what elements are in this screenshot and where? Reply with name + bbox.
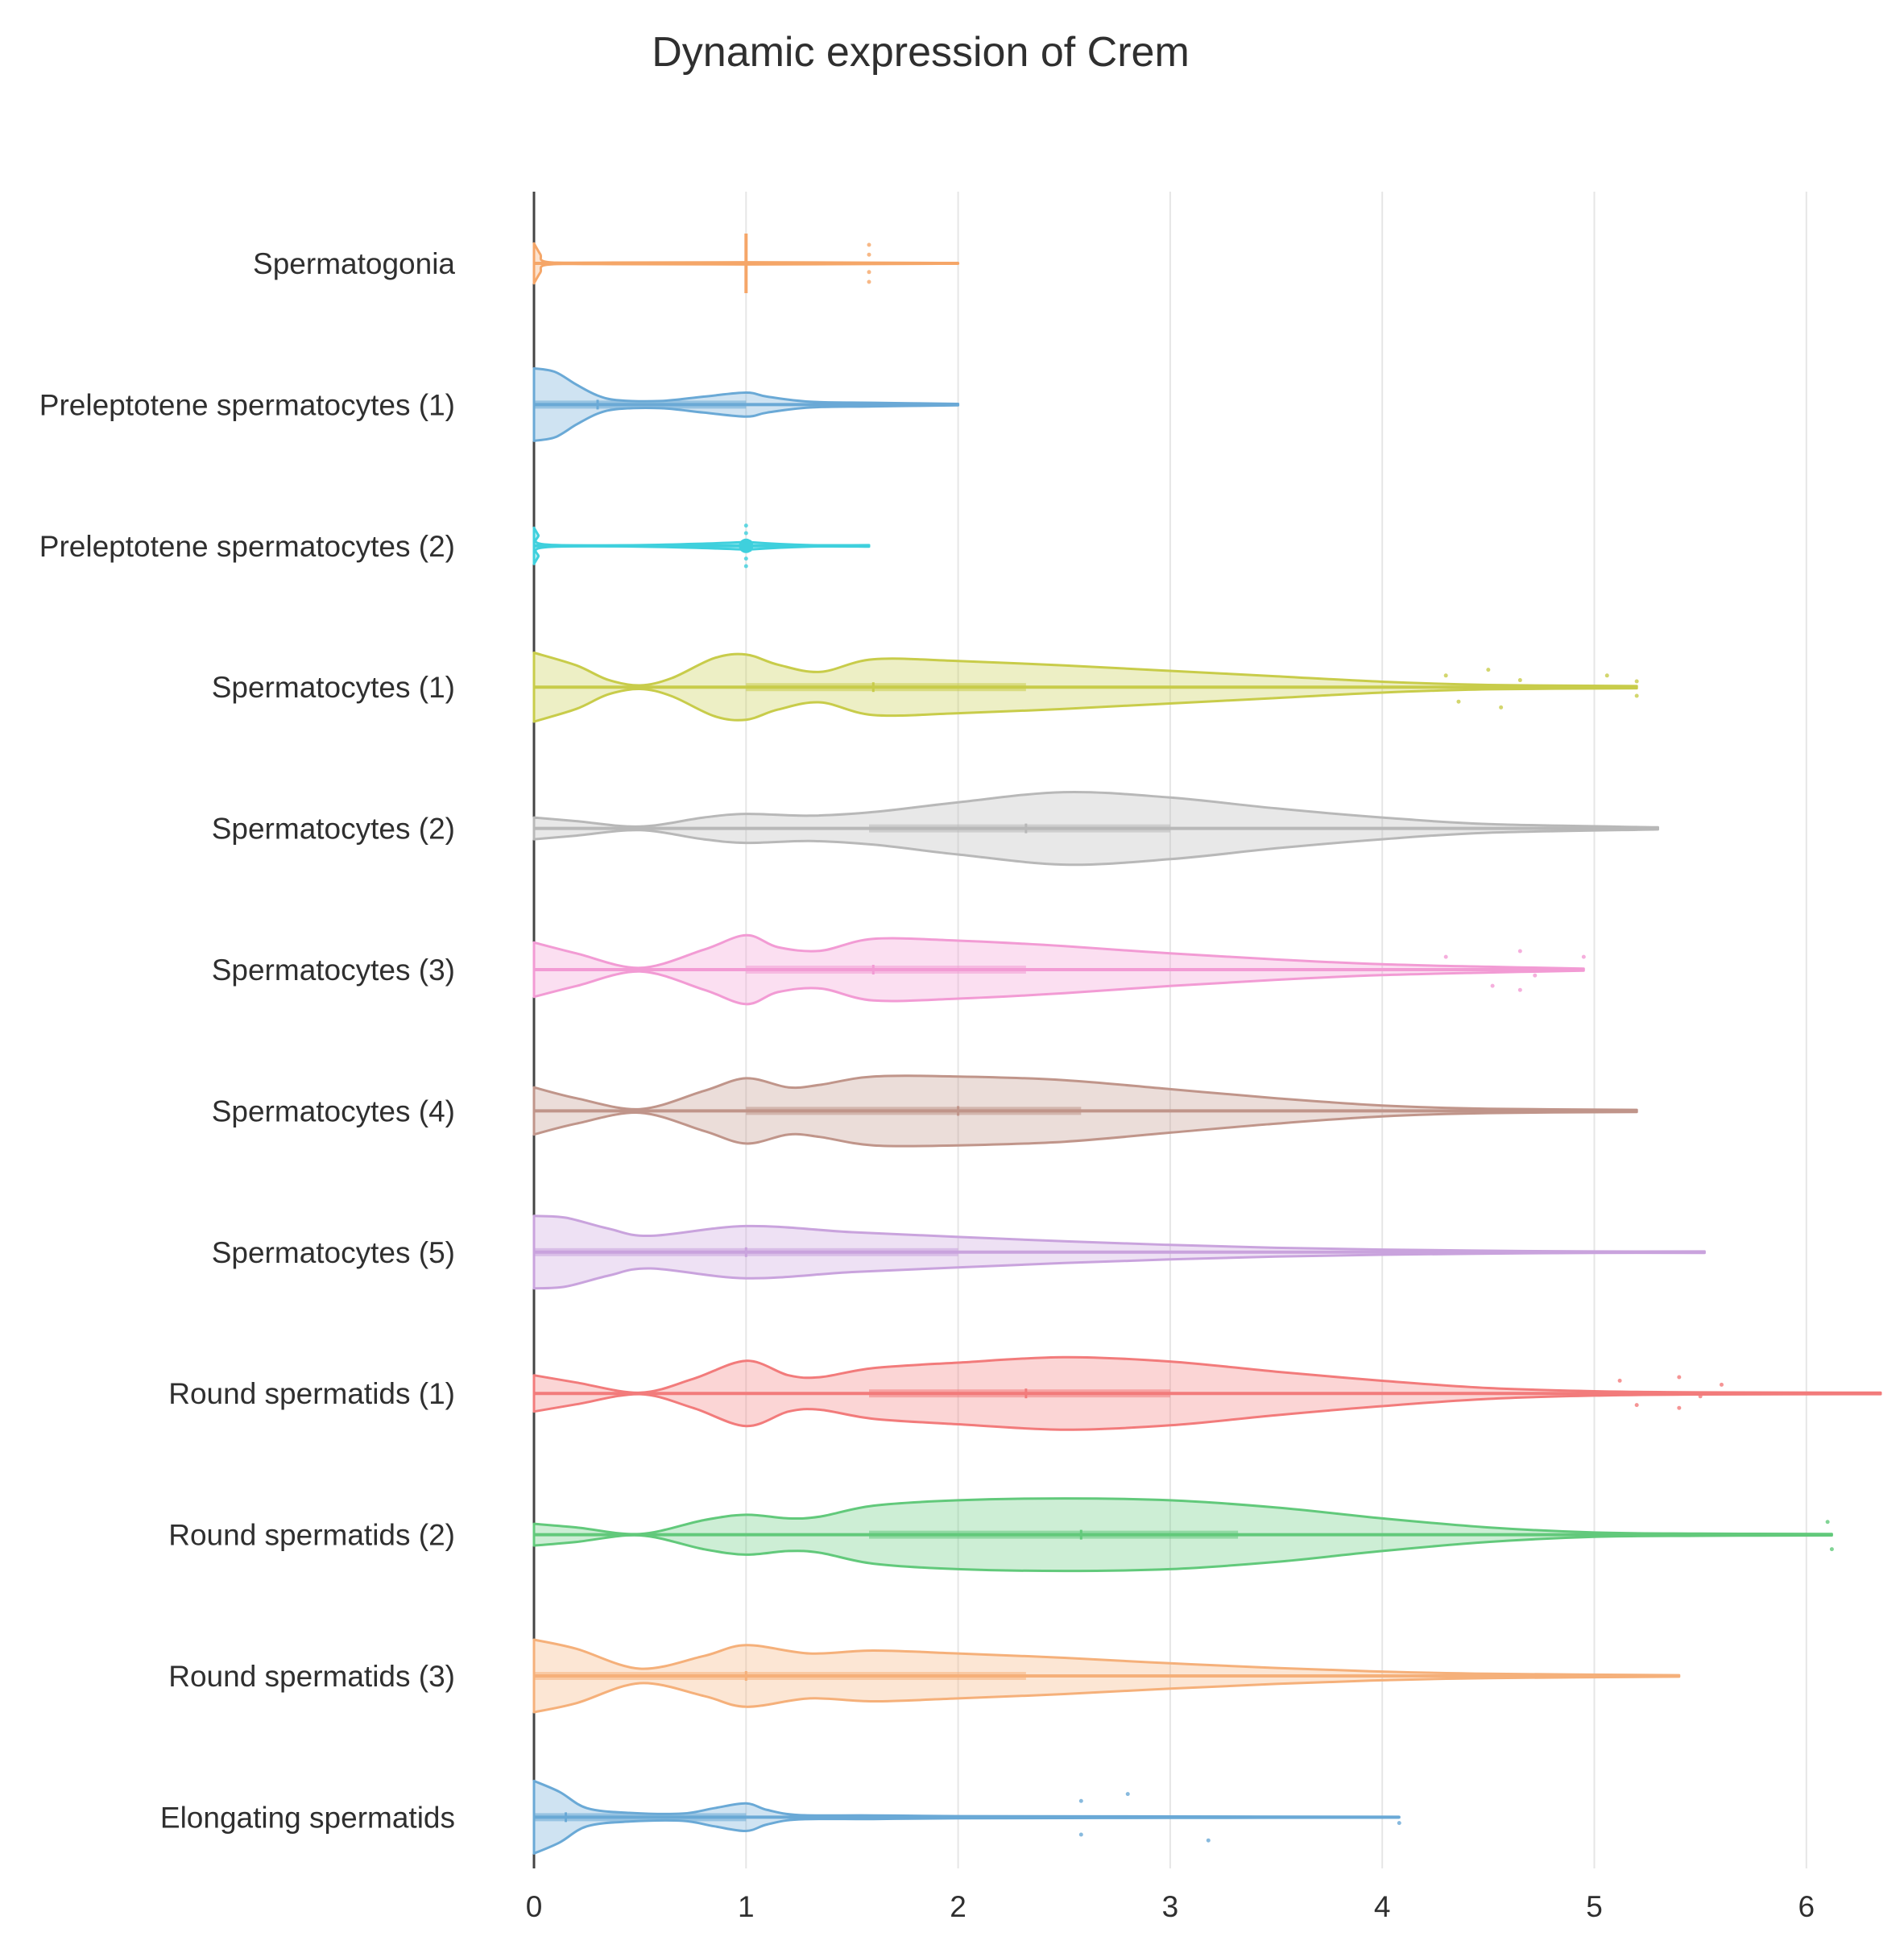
x-tick-label-1: 1 (738, 1890, 755, 1923)
category-label-series-3: Spermatocytes (1) (212, 671, 455, 704)
outlier-point-series-8-5 (1698, 1394, 1703, 1399)
violin-series-3 (532, 652, 1639, 723)
outlier-point-series-3-6 (1499, 705, 1504, 710)
category-label-series-0: Spermatogonia (253, 247, 455, 280)
outlier-point-series-11-2 (1078, 1832, 1083, 1837)
violin-box-series-4 (869, 824, 1170, 833)
outlier-point-series-0-1 (867, 279, 871, 284)
violin-series-1 (532, 366, 960, 442)
violin-box-series-1 (534, 400, 747, 409)
outlier-point-series-11-4 (1397, 1821, 1401, 1826)
category-label-series-10: Round spermatids (3) (168, 1660, 455, 1693)
x-axis-tick-labels: 0 1 2 3 4 5 6 (526, 1890, 1815, 1923)
category-label-series-4: Spermatocytes (2) (212, 813, 455, 846)
violin-series-9 (532, 1497, 1834, 1573)
violin-box-series-3 (746, 683, 1026, 692)
outlier-point-series-11-1 (1125, 1792, 1130, 1797)
outlier-point-series-11-3 (1206, 1838, 1211, 1843)
outlier-point-series-5-5 (1533, 973, 1538, 978)
outlier-point-series-8-3 (1634, 1403, 1639, 1408)
chart-title: Dynamic expression of Crem (652, 29, 1190, 76)
outlier-point-series-2-0 (743, 523, 748, 528)
violin-box-series-8 (869, 1389, 1170, 1398)
outlier-point-series-2-2 (743, 531, 748, 536)
category-label-series-2: Preleptotene spermatocytes (2) (39, 530, 455, 563)
outlier-point-series-5-1 (1517, 949, 1522, 954)
category-axis-labels: Spermatogonia Preleptotene spermatocytes … (39, 247, 456, 1834)
violin-series-11 (532, 1779, 1401, 1855)
outlier-point-series-5-2 (1581, 954, 1586, 959)
outlier-point-series-5-3 (1490, 983, 1495, 988)
outlier-point-series-11-0 (1078, 1798, 1083, 1803)
outlier-point-series-0-3 (867, 270, 871, 275)
violin-series-2 (532, 523, 871, 569)
category-label-series-11: Elongating spermatids (160, 1801, 455, 1834)
x-tick-label-2: 2 (950, 1890, 966, 1923)
x-tick-label-4: 4 (1374, 1890, 1391, 1923)
outlier-point-series-2-3 (743, 556, 748, 561)
outlier-point-series-3-5 (1456, 699, 1461, 704)
x-tick-label-6: 6 (1798, 1890, 1815, 1923)
violin-box-series-5 (746, 966, 1026, 974)
violin-plot-area (532, 234, 1882, 1855)
outlier-point-series-8-1 (1677, 1375, 1682, 1380)
outlier-point-series-3-3 (1604, 673, 1609, 678)
violin-series-8 (532, 1355, 1882, 1431)
violin-series-6 (532, 1074, 1638, 1148)
violin-series-10 (532, 1638, 1681, 1714)
category-label-series-7: Spermatocytes (5) (212, 1236, 455, 1269)
outlier-point-series-0-2 (867, 252, 871, 257)
outlier-point-series-8-4 (1677, 1405, 1682, 1410)
outlier-point-series-9-0 (1825, 1520, 1830, 1525)
violin-series-4 (532, 790, 1659, 867)
violin-box-series-11 (534, 1813, 747, 1822)
x-tick-label-3: 3 (1162, 1890, 1179, 1923)
violin-series-7 (532, 1214, 1706, 1290)
outlier-point-series-3-2 (1517, 678, 1522, 683)
x-tick-label-5: 5 (1586, 1890, 1603, 1923)
violin-series-5 (532, 933, 1586, 1006)
outlier-point-series-9-1 (1829, 1547, 1834, 1552)
x-tick-label-0: 0 (526, 1890, 543, 1923)
category-label-series-1: Preleptotene spermatocytes (1) (39, 388, 455, 421)
outlier-point-series-5-0 (1443, 954, 1448, 959)
outlier-point-series-5-4 (1517, 987, 1522, 992)
violin-box-series-9 (869, 1530, 1239, 1539)
category-label-series-8: Round spermatids (1) (168, 1377, 455, 1410)
outlier-point-series-3-0 (1443, 673, 1448, 678)
violin-box-series-6 (746, 1107, 1082, 1115)
gridlines (532, 192, 1807, 1868)
outlier-point-series-3-1 (1486, 668, 1491, 672)
outlier-point-series-8-2 (1719, 1382, 1724, 1387)
category-label-series-6: Spermatocytes (4) (212, 1094, 455, 1127)
outlier-point-series-8-0 (1617, 1378, 1622, 1383)
violin-median-dot-series-2 (739, 538, 754, 553)
outlier-point-series-3-7 (1634, 693, 1639, 698)
category-label-series-5: Spermatocytes (3) (212, 954, 455, 987)
outlier-point-series-3-4 (1634, 679, 1639, 684)
outlier-point-series-2-1 (743, 564, 748, 569)
category-label-series-9: Round spermatids (2) (168, 1519, 455, 1552)
outlier-point-series-0-0 (867, 242, 871, 247)
violin-box-series-10 (534, 1672, 1026, 1680)
